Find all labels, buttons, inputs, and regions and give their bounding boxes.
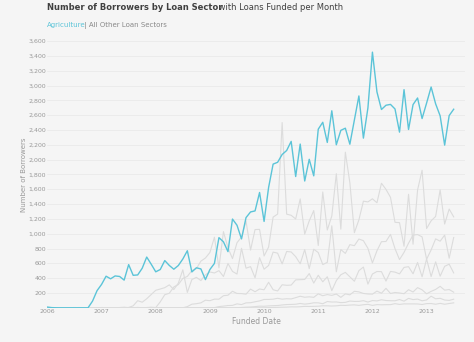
Text: Agriculture: Agriculture [47, 22, 86, 28]
Text: | All Other Loan Sectors: | All Other Loan Sectors [82, 22, 167, 29]
Text: with Loans Funded per Month: with Loans Funded per Month [216, 3, 343, 12]
X-axis label: Funded Date: Funded Date [231, 317, 281, 326]
Text: Number of Borrowers by Loan Sector: Number of Borrowers by Loan Sector [47, 3, 223, 12]
Y-axis label: Number of Borrowers: Number of Borrowers [21, 137, 27, 212]
